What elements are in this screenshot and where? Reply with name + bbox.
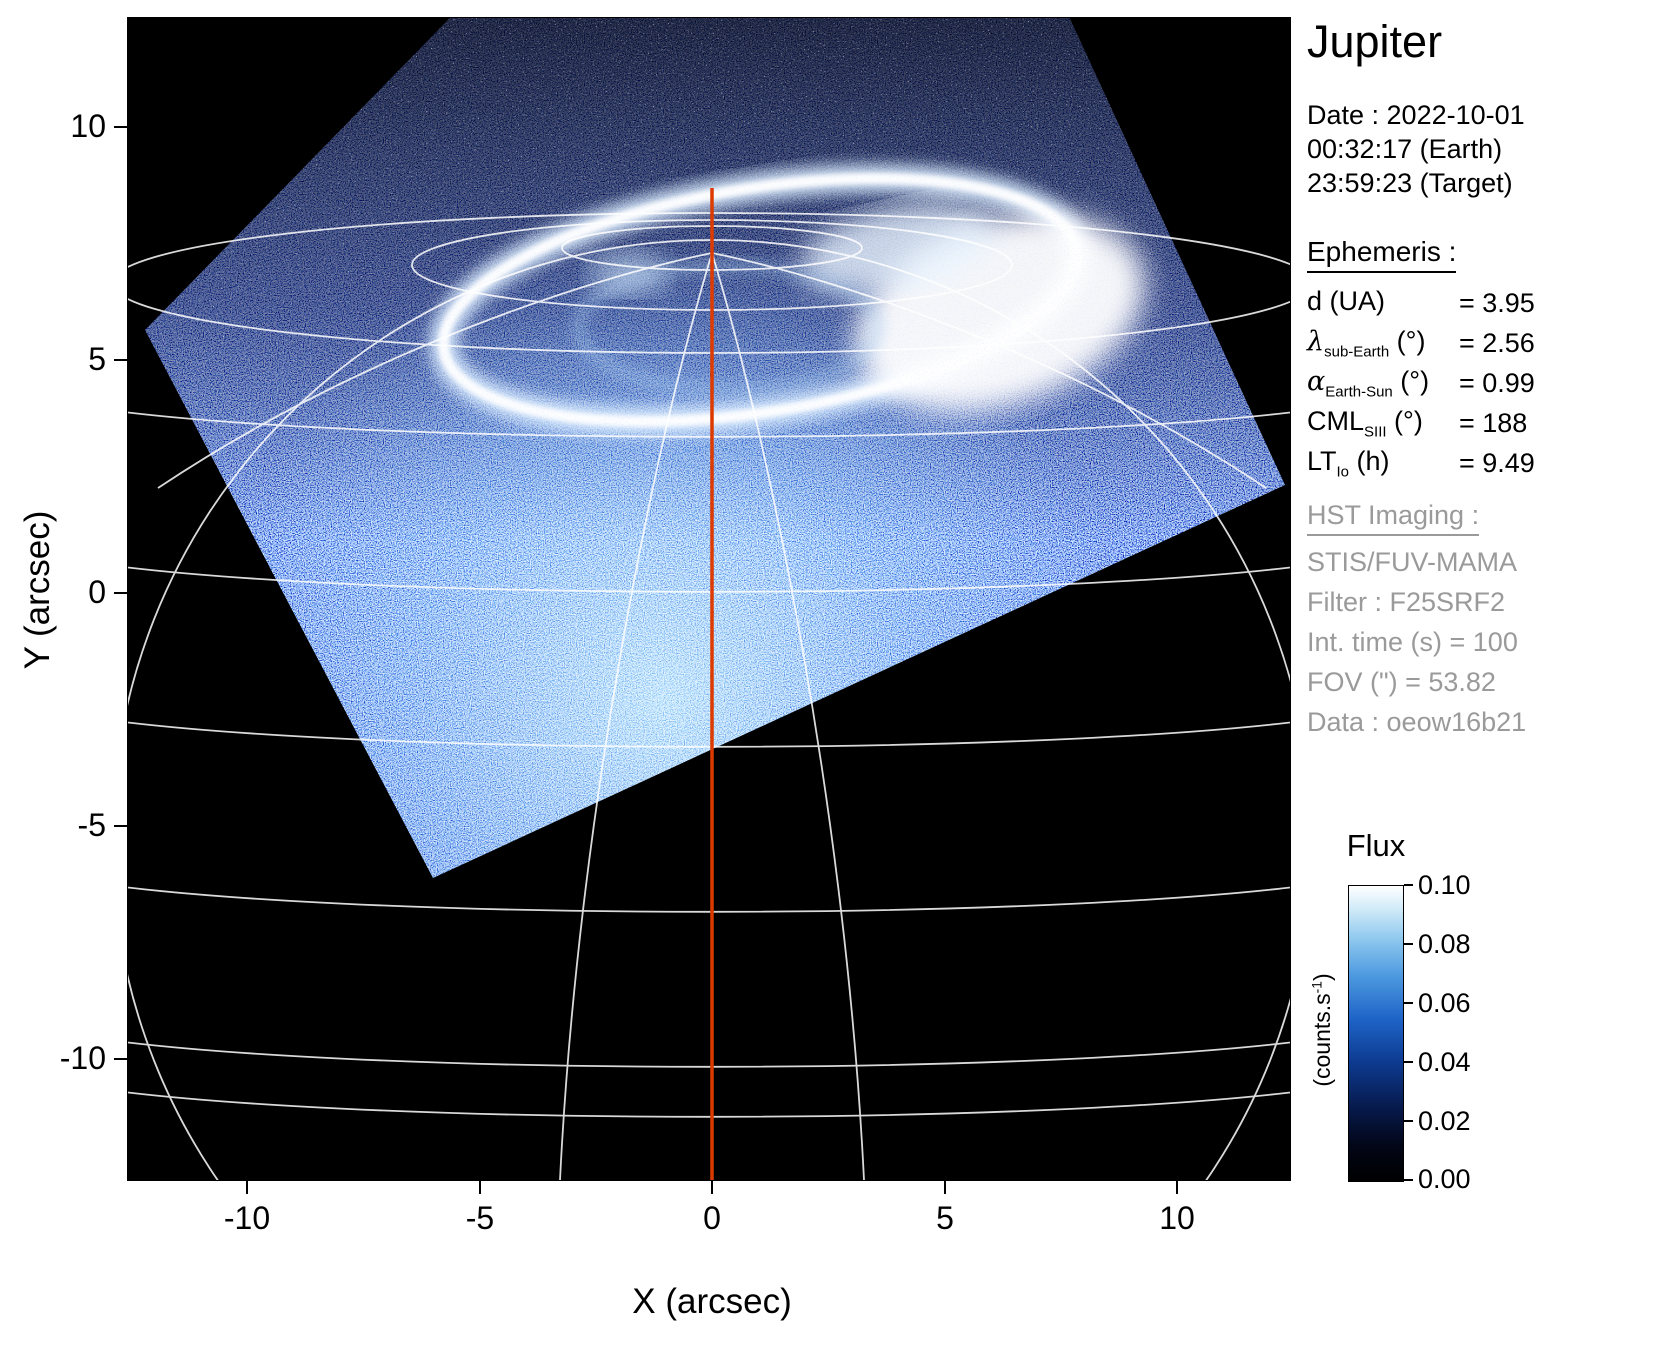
- eph-subscript: sub-Earth: [1324, 343, 1390, 361]
- x-tick-label: -10: [223, 1200, 271, 1236]
- eph-unit: (°): [1386, 405, 1423, 436]
- eph-subscript: Earth-Sun: [1325, 383, 1393, 401]
- eph-unit: (°): [1392, 365, 1430, 396]
- hst-imaging-section: HST Imaging : STIS/FUV-MAMA Filter : F25…: [1307, 500, 1526, 742]
- colorbar-unit-pre: (counts.s: [1309, 993, 1335, 1087]
- eph-value: = 3.95: [1459, 287, 1535, 318]
- x-tick-mark: [1176, 1181, 1178, 1194]
- colorbar-tick-mark: [1404, 1179, 1413, 1181]
- x-tick-mark: [246, 1181, 248, 1194]
- ephemeris-row-io-localtime: LTIo (h) = 9.49: [1307, 443, 1535, 483]
- obs-date: Date : 2022-10-01: [1307, 100, 1525, 130]
- eph-subscript: SIII: [1364, 423, 1387, 441]
- y-tick-mark: [114, 592, 127, 594]
- ephemeris-row-cml: CMLSIII (°) = 188: [1307, 403, 1535, 443]
- eph-unit: (h): [1349, 445, 1390, 476]
- hst-data-id: Data : oeow16b21: [1307, 707, 1527, 737]
- colorbar-tick-label: 0.08: [1418, 929, 1471, 959]
- hst-filter: Filter : F25SRF2: [1307, 587, 1506, 617]
- y-tick-label: 0: [88, 574, 106, 610]
- y-axis-label: Y (arcsec): [18, 510, 57, 670]
- colorbar-tick-label: 0.06: [1418, 988, 1471, 1018]
- hst-int-time: Int. time (s) = 100: [1307, 627, 1518, 657]
- ephemeris-row-distance: d (UA) = 3.95: [1307, 283, 1535, 323]
- colorbar-tick-label: 0.10: [1418, 870, 1471, 900]
- eph-unit: (°): [1389, 325, 1426, 356]
- colorbar-tick-mark: [1404, 1061, 1413, 1063]
- x-tick-label: 0: [703, 1200, 721, 1236]
- y-tick-label: -5: [77, 807, 106, 843]
- y-tick-label: 10: [70, 108, 106, 144]
- y-tick-label: 5: [88, 341, 106, 377]
- ephemeris-section: Ephemeris : d (UA) = 3.95 λsub-Earth (°)…: [1307, 236, 1535, 483]
- colorbar-tick-label: 0.02: [1418, 1106, 1471, 1136]
- colorbar-unit-post: ): [1309, 973, 1335, 982]
- eph-subscript: Io: [1336, 463, 1350, 481]
- y-tick-mark: [114, 359, 127, 361]
- colorbar-unit-exponent: -1: [1309, 981, 1325, 994]
- hst-heading: HST Imaging :: [1307, 500, 1480, 536]
- eph-value: = 9.49: [1459, 447, 1535, 478]
- colorbar-tick-mark: [1404, 943, 1413, 945]
- y-tick-label: -10: [59, 1040, 106, 1076]
- colorbar-tick-mark: [1404, 884, 1413, 886]
- y-tick-mark: [114, 825, 127, 827]
- ephemeris-row-phase-angle: αEarth-Sun (°) = 0.99: [1307, 363, 1535, 403]
- x-axis-label: X (arcsec): [632, 1282, 792, 1321]
- observation-datetime: Date : 2022-10-01 00:32:17 (Earth) 23:59…: [1307, 98, 1525, 200]
- ephemeris-heading: Ephemeris :: [1307, 236, 1457, 273]
- obs-time-target: 23:59:23 (Target): [1307, 168, 1513, 198]
- colorbar-gradient: [1348, 885, 1404, 1182]
- x-tick-mark: [711, 1181, 713, 1194]
- eph-symbol: d (UA): [1307, 285, 1386, 316]
- plot-area: [127, 17, 1291, 1181]
- fuv-image: [128, 18, 1290, 1180]
- eph-symbol: α: [1307, 365, 1326, 397]
- x-tick-label: 10: [1159, 1200, 1195, 1236]
- eph-value: = 2.56: [1459, 327, 1535, 358]
- obs-time-earth: 00:32:17 (Earth): [1307, 134, 1503, 164]
- y-tick-mark: [114, 1058, 127, 1060]
- eph-symbol: LT: [1307, 445, 1337, 476]
- page-title: Jupiter: [1307, 16, 1443, 67]
- colorbar-unit-label: (counts.s-1): [1309, 900, 1339, 1160]
- eph-value: = 188: [1459, 407, 1528, 438]
- colorbar-tick-label: 0.00: [1418, 1164, 1471, 1194]
- x-tick-mark: [944, 1181, 946, 1194]
- colorbar-tick-mark: [1404, 1120, 1413, 1122]
- colorbar-tick-mark: [1404, 1002, 1413, 1004]
- detector-fov: [145, 18, 1285, 878]
- eph-symbol: λ: [1307, 325, 1325, 357]
- colorbar-title: Flux: [1346, 828, 1406, 863]
- x-tick-label: 5: [936, 1200, 954, 1236]
- x-tick-mark: [479, 1181, 481, 1194]
- ephemeris-row-subearth-lat: λsub-Earth (°) = 2.56: [1307, 323, 1535, 363]
- hst-fov: FOV (") = 53.82: [1307, 667, 1496, 697]
- y-tick-mark: [114, 126, 127, 128]
- x-tick-label: -5: [465, 1200, 495, 1236]
- eph-value: = 0.99: [1459, 367, 1535, 398]
- eph-symbol: CML: [1307, 405, 1365, 436]
- colorbar-tick-label: 0.04: [1418, 1047, 1471, 1077]
- hst-instrument: STIS/FUV-MAMA: [1307, 547, 1518, 577]
